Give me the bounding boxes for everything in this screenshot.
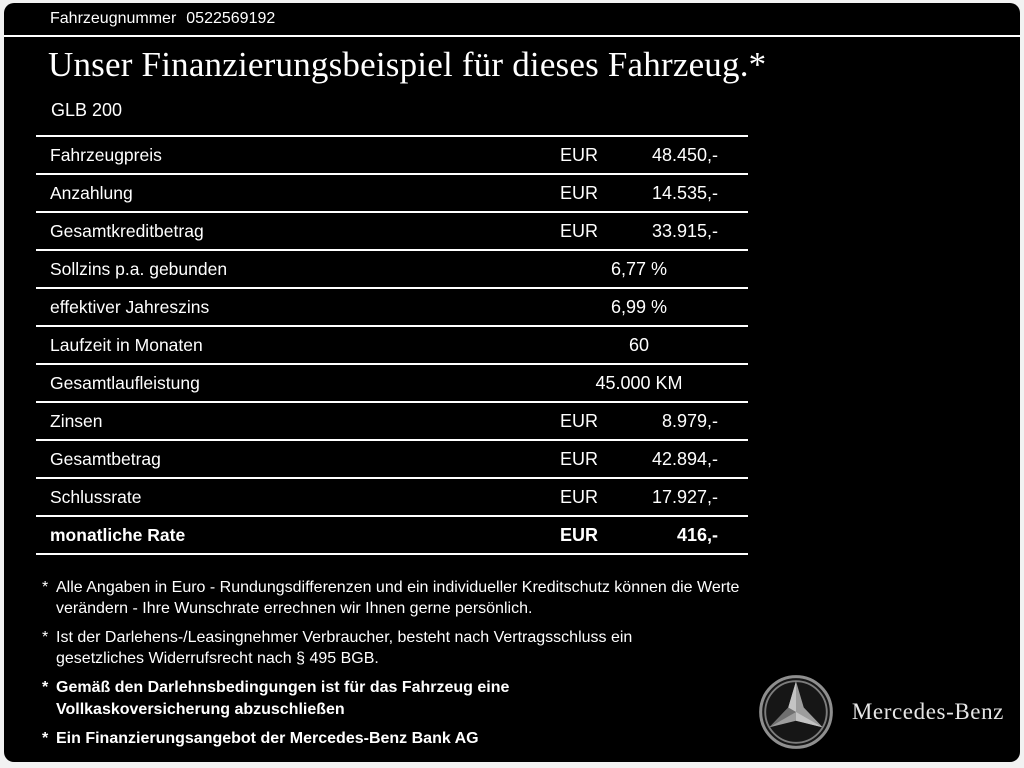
footnote-marker: *	[42, 729, 49, 747]
row-value: 60	[560, 335, 718, 356]
amount: 33.915,-	[651, 220, 718, 241]
finance-table: Fahrzeugpreis EUR 48.450,- Anzahlung EUR…	[36, 135, 748, 555]
footnote-text: Alle Angaben in Euro - Rundungsdifferenz…	[56, 579, 740, 618]
brand-block: Mercedes-Benz	[758, 674, 1004, 750]
footnote: * Ist der Darlehens-/Leasingnehmer Verbr…	[42, 627, 1020, 669]
page-title: Unser Finanzierungsbeispiel für dieses F…	[48, 45, 767, 84]
currency-label: EUR	[560, 220, 599, 241]
row-label: effektiver Jahreszins	[50, 296, 210, 317]
currency-label: EUR	[560, 486, 599, 507]
footnotes: * Alle Angaben in Euro - Rundungsdiffere…	[42, 577, 1020, 749]
footnote-text: Ein Finanzierungsangebot der Mercedes-Be…	[56, 729, 479, 747]
row-value: 6,77 %	[560, 259, 718, 280]
currency-label: EUR	[560, 182, 599, 203]
table-row: Laufzeit in Monaten 60	[36, 325, 748, 363]
currency-label: EUR	[560, 410, 599, 431]
footnote: * Alle Angaben in Euro - Rundungsdiffere…	[42, 577, 1020, 619]
row-label: Gesamtlaufleistung	[50, 372, 200, 393]
row-label: Anzahlung	[50, 182, 133, 203]
row-label: Fahrzeugpreis	[50, 144, 162, 165]
row-value: EUR 42.894,-	[560, 449, 718, 470]
table-row: Gesamtlaufleistung 45.000 KM	[36, 363, 748, 401]
vehicle-number-value: 0522569192	[186, 10, 276, 27]
amount: 14.535,-	[651, 182, 718, 203]
footnote-text: Gemäß den Darlehnsbedingungen ist für da…	[56, 679, 510, 718]
mercedes-star-icon	[758, 674, 834, 750]
brand-name: Mercedes-Benz	[851, 699, 1004, 724]
row-value: EUR 17.927,-	[560, 487, 718, 508]
row-value: EUR 416,-	[560, 525, 718, 546]
row-label: Gesamtkreditbetrag	[50, 220, 204, 241]
row-label: Schlussrate	[50, 486, 142, 507]
footnote-marker: *	[42, 629, 49, 647]
table-row: Anzahlung EUR 14.535,-	[36, 173, 748, 211]
row-value: EUR 48.450,-	[560, 145, 718, 166]
row-value: EUR 8.979,-	[560, 411, 718, 432]
vehicle-number-label: Fahrzeugnummer	[50, 10, 177, 27]
amount: 42.894,-	[651, 448, 718, 469]
footnote: * Gemäß den Darlehnsbedingungen ist für …	[42, 677, 1020, 719]
table-row: Sollzins p.a. gebunden 6,77 %	[36, 249, 748, 287]
table-row-monthly-rate: monatliche Rate EUR 416,-	[36, 515, 748, 555]
table-row: effektiver Jahreszins 6,99 %	[36, 287, 748, 325]
amount: 48.450,-	[651, 144, 718, 165]
table-row: Schlussrate EUR 17.927,-	[36, 477, 748, 515]
amount: 8.979,-	[661, 410, 718, 431]
currency-label: EUR	[560, 524, 599, 545]
currency-label: EUR	[560, 144, 599, 165]
footnote: * Ein Finanzierungsangebot der Mercedes-…	[42, 728, 1020, 749]
amount: 60	[628, 334, 650, 355]
model-name: GLB 200	[51, 100, 123, 120]
table-row: Zinsen EUR 8.979,-	[36, 401, 748, 439]
row-label: Sollzins p.a. gebunden	[50, 258, 228, 279]
row-value: 45.000 KM	[560, 373, 718, 394]
table-row: Gesamtbetrag EUR 42.894,-	[36, 439, 748, 477]
row-label: Zinsen	[50, 410, 103, 431]
finance-page: Fahrzeugnummer 0522569192 Unser Finanzie…	[4, 3, 1020, 762]
vehicle-number-bar: Fahrzeugnummer 0522569192	[4, 3, 1020, 37]
row-value: EUR 33.915,-	[560, 221, 718, 242]
row-label: Laufzeit in Monaten	[50, 334, 203, 355]
amount: 6,99 %	[610, 296, 668, 317]
footnote-text: Ist der Darlehens-/Leasingnehmer Verbrau…	[56, 629, 633, 668]
footnote-marker: *	[42, 679, 49, 697]
row-value: 6,99 %	[560, 297, 718, 318]
currency-label: EUR	[560, 448, 599, 469]
row-value: EUR 14.535,-	[560, 183, 718, 204]
table-row: Gesamtkreditbetrag EUR 33.915,-	[36, 211, 748, 249]
amount: 45.000 KM	[595, 372, 683, 393]
row-label: monatliche Rate	[50, 524, 186, 545]
amount: 416,-	[676, 524, 718, 545]
footnote-marker: *	[42, 579, 49, 596]
amount: 6,77 %	[610, 258, 668, 279]
table-row: Fahrzeugpreis EUR 48.450,-	[36, 135, 748, 173]
row-label: Gesamtbetrag	[50, 448, 161, 469]
amount: 17.927,-	[651, 486, 718, 507]
